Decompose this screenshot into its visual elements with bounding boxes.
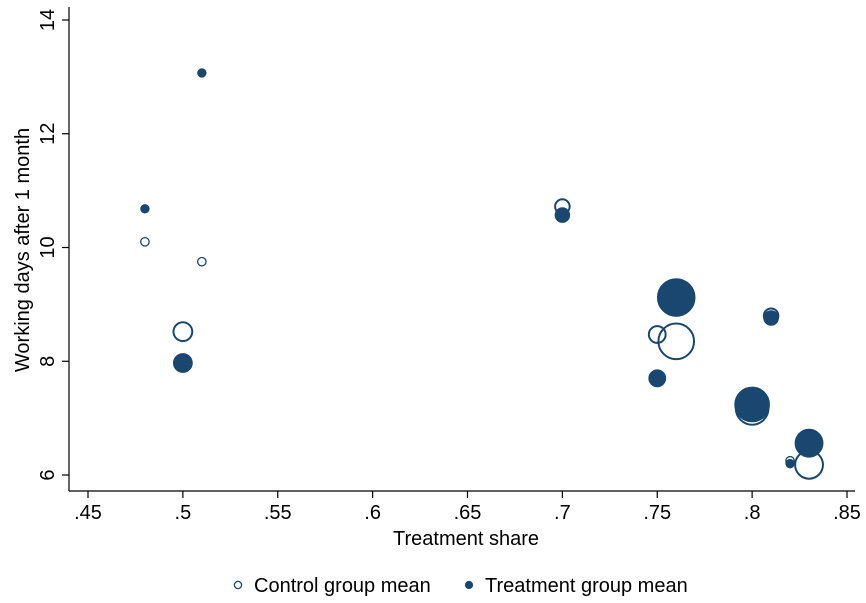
x-axis: .45 .5 .55 .6 .65 .7 .75 .8 .85 bbox=[69, 490, 861, 524]
treatment-point bbox=[734, 386, 770, 423]
x-tick-label: .8 bbox=[744, 502, 761, 524]
legend-label: Control group mean bbox=[254, 575, 431, 597]
y-axis: 6 8 10 12 14 bbox=[37, 7, 70, 491]
y-tick-label: 10 bbox=[37, 236, 59, 258]
x-tick-label: .7 bbox=[554, 502, 571, 524]
treatment-point bbox=[656, 278, 696, 317]
x-tick-label: .65 bbox=[454, 502, 482, 524]
y-tick-label: 14 bbox=[37, 9, 59, 31]
treatment-point bbox=[785, 458, 795, 469]
control-point bbox=[657, 322, 696, 361]
control-point bbox=[197, 256, 207, 267]
treatment-point bbox=[197, 68, 207, 78]
treatment-point bbox=[140, 204, 150, 214]
treatment-point bbox=[554, 207, 571, 223]
control-point bbox=[140, 236, 150, 247]
x-tick-label: .75 bbox=[643, 502, 671, 524]
control-point bbox=[172, 321, 194, 343]
legend: Control group mean Treatment group mean bbox=[233, 575, 688, 597]
legend-marker-treatment bbox=[464, 580, 474, 590]
y-tick-label: 6 bbox=[37, 469, 59, 480]
y-tick-label: 12 bbox=[37, 123, 59, 145]
plot-area bbox=[69, 7, 855, 491]
y-axis-label: Working days after 1 month bbox=[12, 128, 34, 372]
x-tick-label: .85 bbox=[833, 502, 861, 524]
y-tick-label: 8 bbox=[37, 356, 59, 367]
x-axis-label: Treatment share bbox=[393, 528, 539, 550]
x-tick-label: .5 bbox=[175, 502, 192, 524]
control-point bbox=[647, 325, 667, 344]
x-tick-label: .55 bbox=[264, 502, 292, 524]
legend-label: Treatment group mean bbox=[485, 575, 688, 597]
series-2 bbox=[140, 68, 824, 469]
treatment-point bbox=[172, 353, 193, 373]
treatment-point bbox=[763, 310, 779, 326]
treatment-point bbox=[794, 428, 824, 458]
legend-marker-control bbox=[233, 580, 243, 590]
data-points bbox=[140, 68, 824, 480]
treatment-point bbox=[648, 369, 667, 388]
x-tick-label: .6 bbox=[364, 502, 381, 524]
x-tick-label: .45 bbox=[74, 502, 102, 524]
